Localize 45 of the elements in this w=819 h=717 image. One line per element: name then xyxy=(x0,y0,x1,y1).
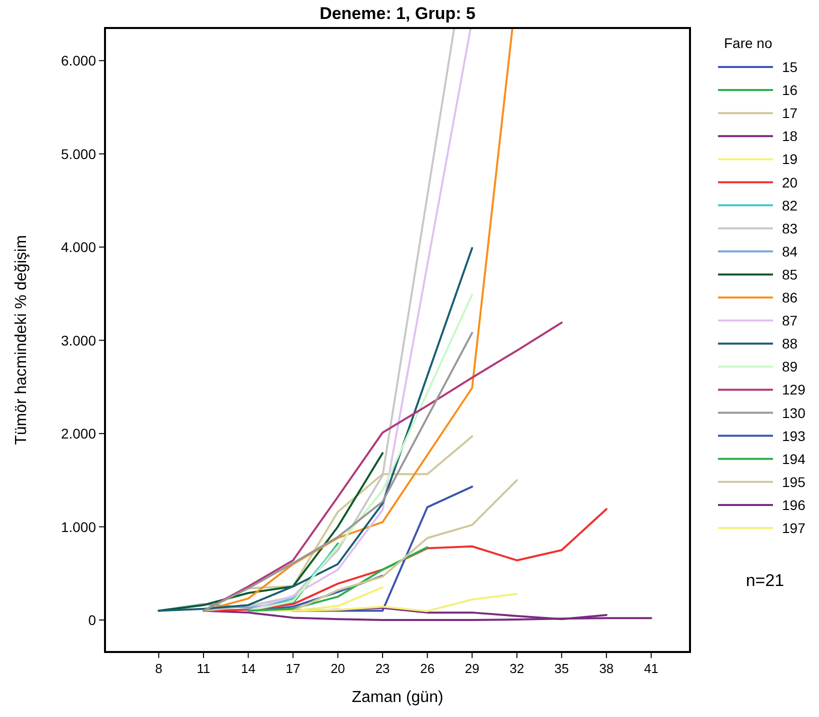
legend-label: 129 xyxy=(782,382,806,398)
x-tick-label: 20 xyxy=(330,661,346,676)
legend-label: 18 xyxy=(782,128,798,144)
legend-label: 85 xyxy=(782,266,798,282)
legend-label: 196 xyxy=(782,496,806,513)
x-tick-label: 29 xyxy=(464,661,480,676)
y-tick-label: 6.000 xyxy=(60,52,96,69)
legend-label: 83 xyxy=(782,220,798,236)
y-tick-label: 5.000 xyxy=(60,146,96,162)
y-axis-title: Tümör hacmindeki % değişim xyxy=(13,235,30,445)
legend-label: 17 xyxy=(782,105,798,122)
x-tick-label: 26 xyxy=(420,661,435,676)
y-tick-label: 4.000 xyxy=(60,239,96,256)
legend-label: 130 xyxy=(782,404,806,421)
text: n=21 xyxy=(746,571,784,590)
legend-label: 86 xyxy=(782,290,798,306)
y-tick-label: 2.000 xyxy=(60,426,96,442)
legend-label: 194 xyxy=(782,450,806,467)
legend-label: 15 xyxy=(782,59,798,75)
legend-label: 20 xyxy=(782,174,798,190)
legend-label: 19 xyxy=(782,151,798,168)
y-tick-label: 0 xyxy=(88,612,96,628)
x-tick-label: 14 xyxy=(241,661,256,676)
x-tick-label: 23 xyxy=(375,661,390,676)
x-tick-label: 35 xyxy=(554,661,569,676)
legend-label: 197 xyxy=(782,520,806,536)
legend-label: 195 xyxy=(782,474,806,490)
legend-label: 88 xyxy=(782,336,798,352)
legend-label: 82 xyxy=(782,197,798,214)
y-tick-label: 1.000 xyxy=(60,518,96,535)
x-tick-label: 38 xyxy=(599,661,614,676)
x-tick-label: 8 xyxy=(155,661,162,676)
legend-label: 87 xyxy=(782,312,798,329)
x-tick-label: 32 xyxy=(510,661,524,676)
x-tick-label: 17 xyxy=(286,661,300,676)
legend-label: 84 xyxy=(782,243,798,260)
legend-label: 193 xyxy=(782,428,806,444)
x-tick-label: 41 xyxy=(644,661,658,676)
legend-title: Fare no xyxy=(724,35,772,51)
legend-label: 89 xyxy=(782,358,798,375)
chart-title: Deneme: 1, Grup: 5 xyxy=(320,4,476,23)
x-tick-label: 11 xyxy=(196,661,210,676)
x-axis-title: Zaman (gün) xyxy=(352,689,444,706)
y-tick-label: 3.000 xyxy=(60,332,96,348)
legend-label: 16 xyxy=(782,82,798,98)
